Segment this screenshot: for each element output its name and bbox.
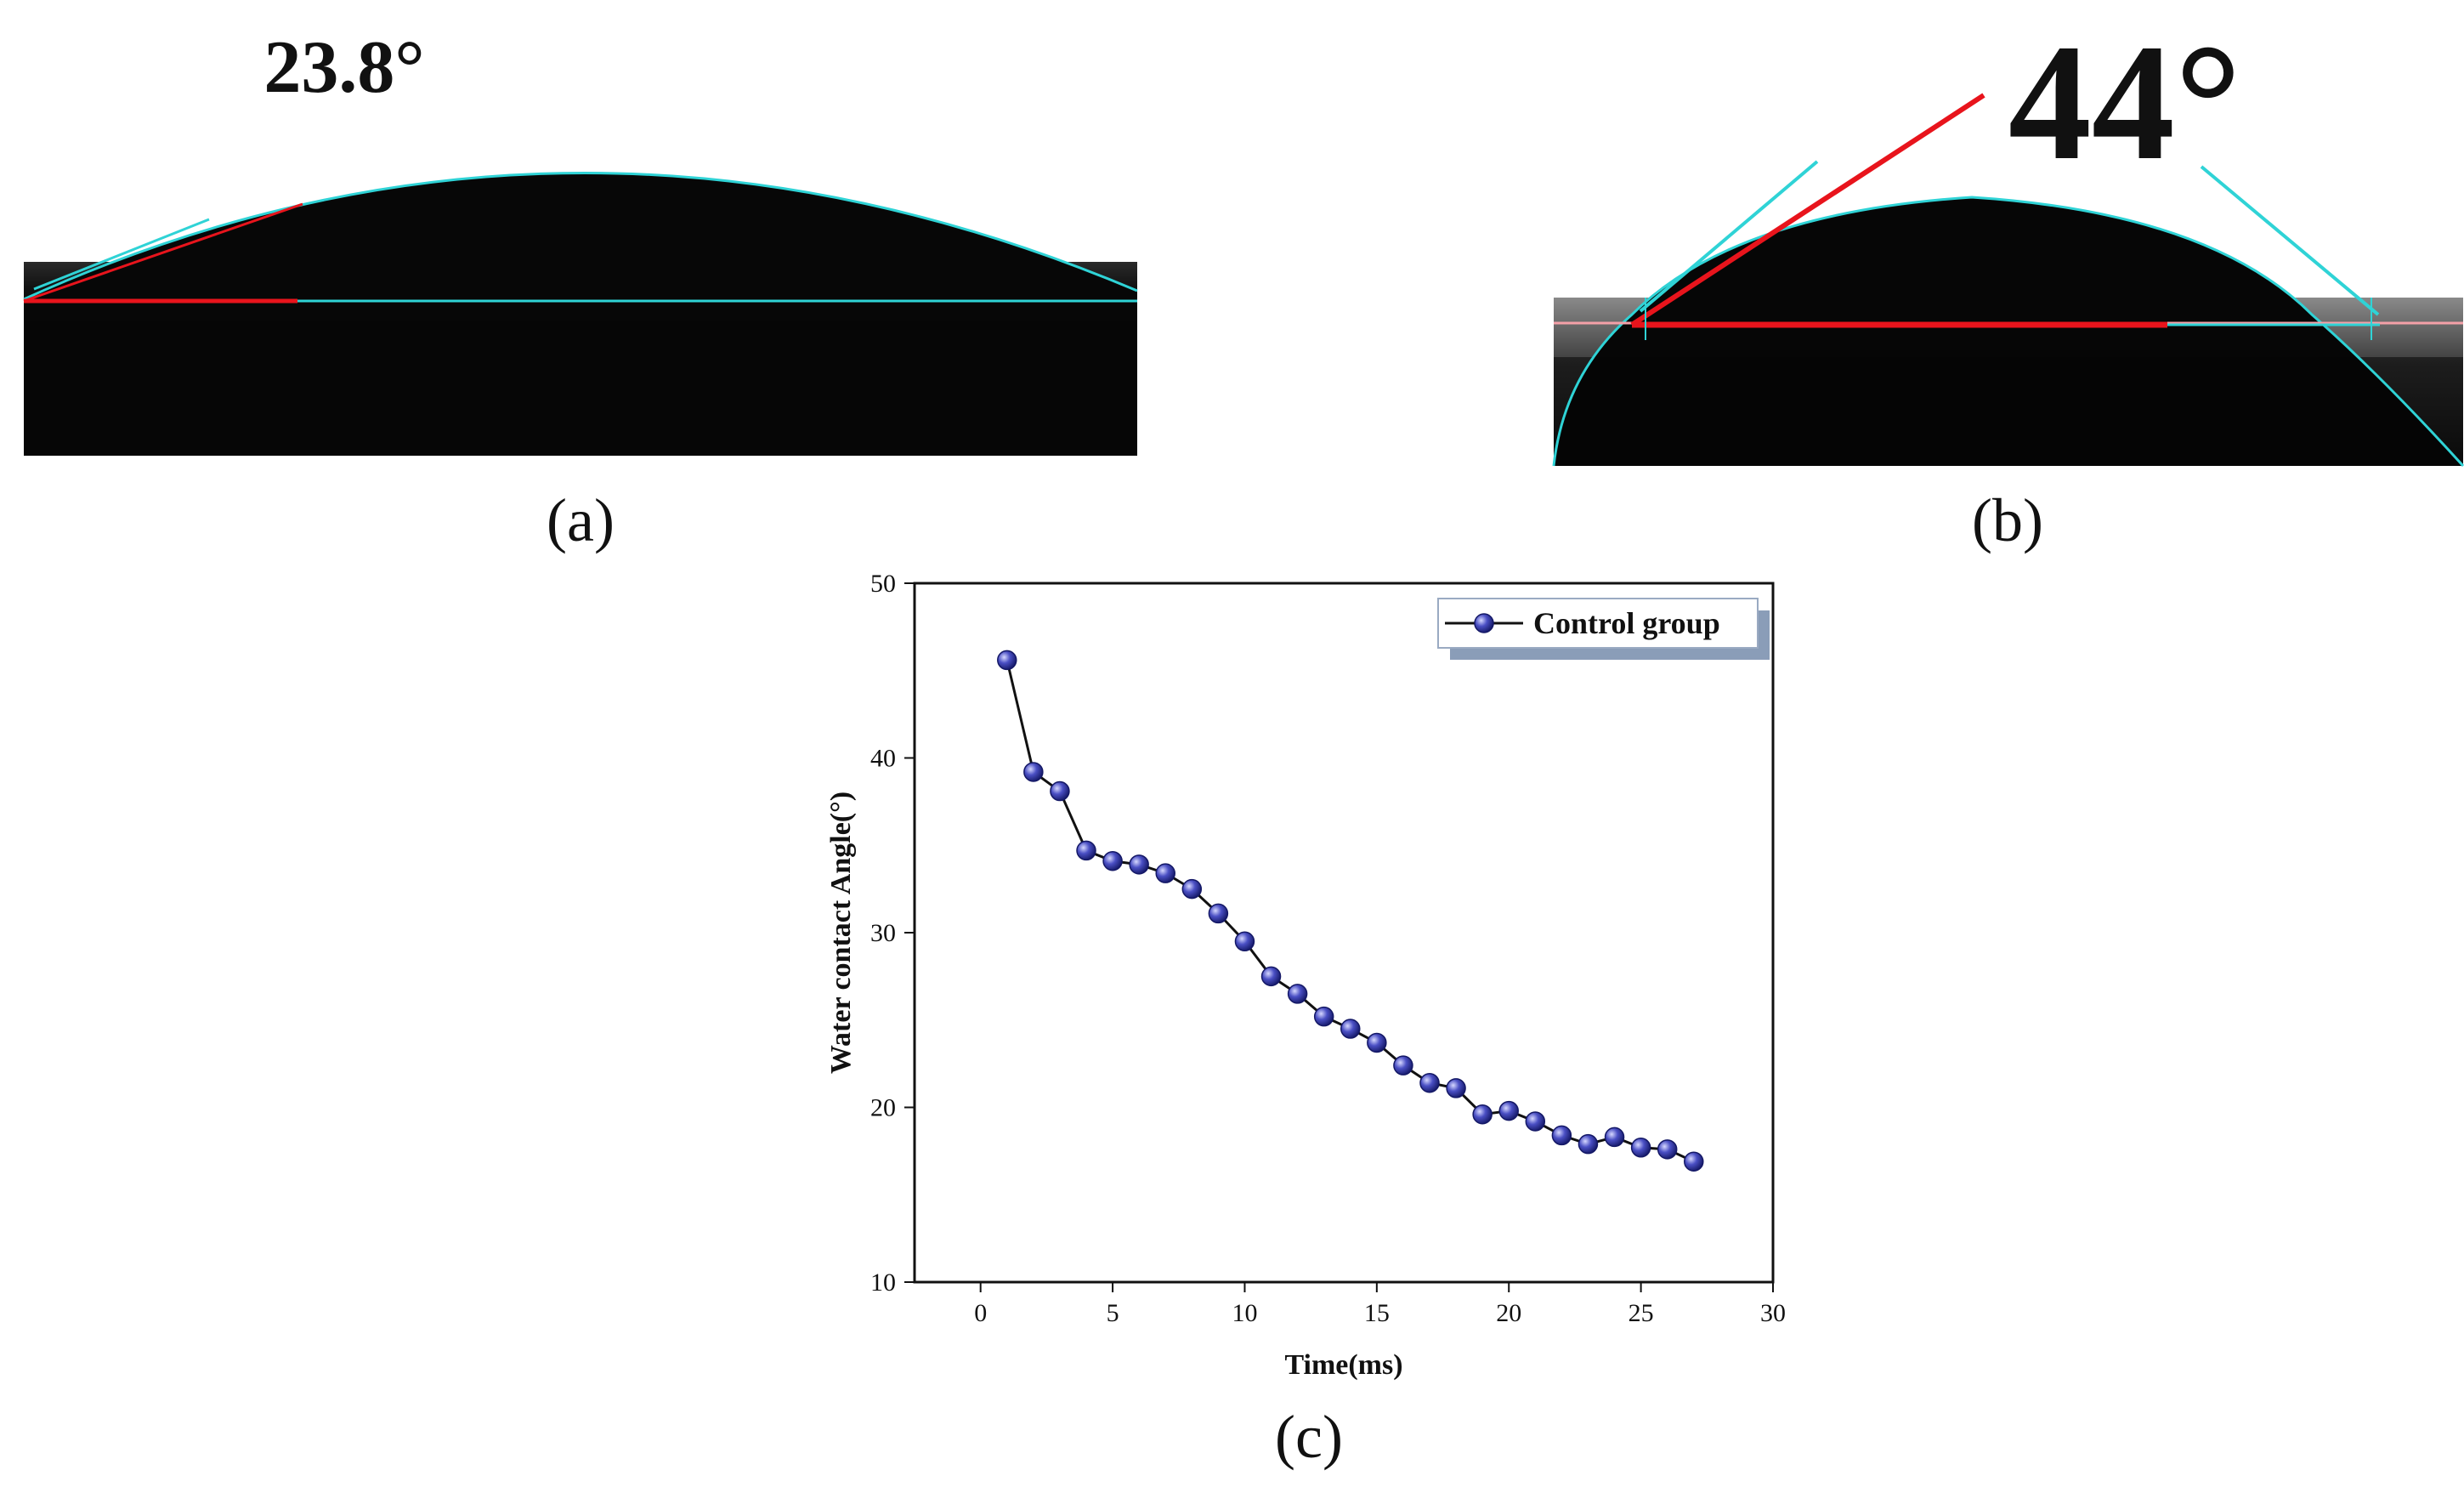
legend-marker	[1474, 613, 1494, 633]
data-point	[1578, 1133, 1599, 1155]
panel-label-a: (a)	[547, 486, 615, 554]
x-axis-ticks: 0 5 10 15 20 25 30	[974, 1282, 1786, 1327]
panel-b: 44° (b)	[1552, 10, 2464, 554]
tangent-cyan-right-b	[2200, 165, 2380, 316]
data-point	[1657, 1139, 1678, 1160]
legend-label: Control group	[1533, 606, 1720, 640]
data-point	[1129, 854, 1149, 875]
x-tick-label: 5	[1107, 1299, 1119, 1327]
data-point	[1076, 840, 1096, 861]
x-tick-label: 10	[1232, 1299, 1257, 1327]
data-point	[1367, 1032, 1387, 1053]
y-tick-label: 40	[870, 745, 896, 773]
y-axis-ticks: 10 20 30 40 50	[870, 570, 915, 1297]
data-point	[1630, 1138, 1651, 1158]
droplet-profile-a	[23, 172, 1138, 301]
plot-frame	[913, 582, 1775, 1284]
contact-angle-value-a: 23.8°	[263, 26, 424, 109]
data-point	[1525, 1111, 1546, 1132]
y-tick-label: 20	[870, 1094, 896, 1122]
data-point	[1340, 1019, 1361, 1039]
x-tick-label: 0	[974, 1299, 987, 1327]
data-point	[1234, 931, 1255, 952]
series-points	[997, 650, 1704, 1172]
panel-c: 0 5 10 15 20 25 30 10 20 30 40 50 Time(ms) Water c…	[825, 570, 1786, 1471]
y-tick-label: 30	[870, 919, 896, 947]
panel-label-b: (b)	[1972, 486, 2043, 554]
data-point	[1023, 762, 1044, 782]
data-point	[1181, 878, 1203, 900]
data-point	[1498, 1100, 1519, 1121]
data-point	[1472, 1104, 1493, 1125]
panel-a: 23.8° (a)	[23, 26, 1138, 554]
data-point	[1208, 903, 1229, 924]
data-point	[1287, 984, 1308, 1004]
tangent-red-b	[1630, 93, 1985, 327]
droplet-image-a	[23, 172, 1138, 456]
x-tick-label: 15	[1364, 1299, 1390, 1327]
contact-angle-value-b: 44°	[2008, 10, 2241, 195]
x-axis-title: Time(ms)	[1284, 1349, 1402, 1381]
data-point	[1393, 1055, 1413, 1076]
y-tick-label: 10	[870, 1268, 896, 1297]
droplet-image-b	[1552, 93, 2464, 468]
panel-label-c: (c)	[1275, 1403, 1343, 1471]
data-point	[1313, 1006, 1334, 1027]
legend: Control group	[1437, 598, 1770, 660]
tangent-cyan-a	[33, 218, 210, 291]
x-tick-label: 20	[1496, 1299, 1521, 1327]
data-point	[1604, 1127, 1625, 1148]
droplet-profile-b	[1552, 196, 2464, 468]
data-point	[997, 650, 1017, 671]
data-point	[1446, 1078, 1466, 1098]
y-axis-title: Water contact Angle(°)	[825, 792, 857, 1074]
data-point	[1050, 780, 1070, 802]
x-tick-label: 30	[1760, 1299, 1786, 1327]
data-point	[1419, 1072, 1440, 1093]
tangent-cyan-left-b	[1639, 160, 1819, 313]
y-tick-label: 50	[870, 570, 896, 598]
data-point	[1155, 863, 1175, 883]
data-point	[1260, 966, 1282, 987]
data-point	[1684, 1151, 1704, 1172]
data-point	[1102, 850, 1123, 871]
data-point	[1551, 1125, 1572, 1146]
x-tick-label: 25	[1629, 1299, 1654, 1327]
tangent-red-a	[23, 202, 303, 303]
